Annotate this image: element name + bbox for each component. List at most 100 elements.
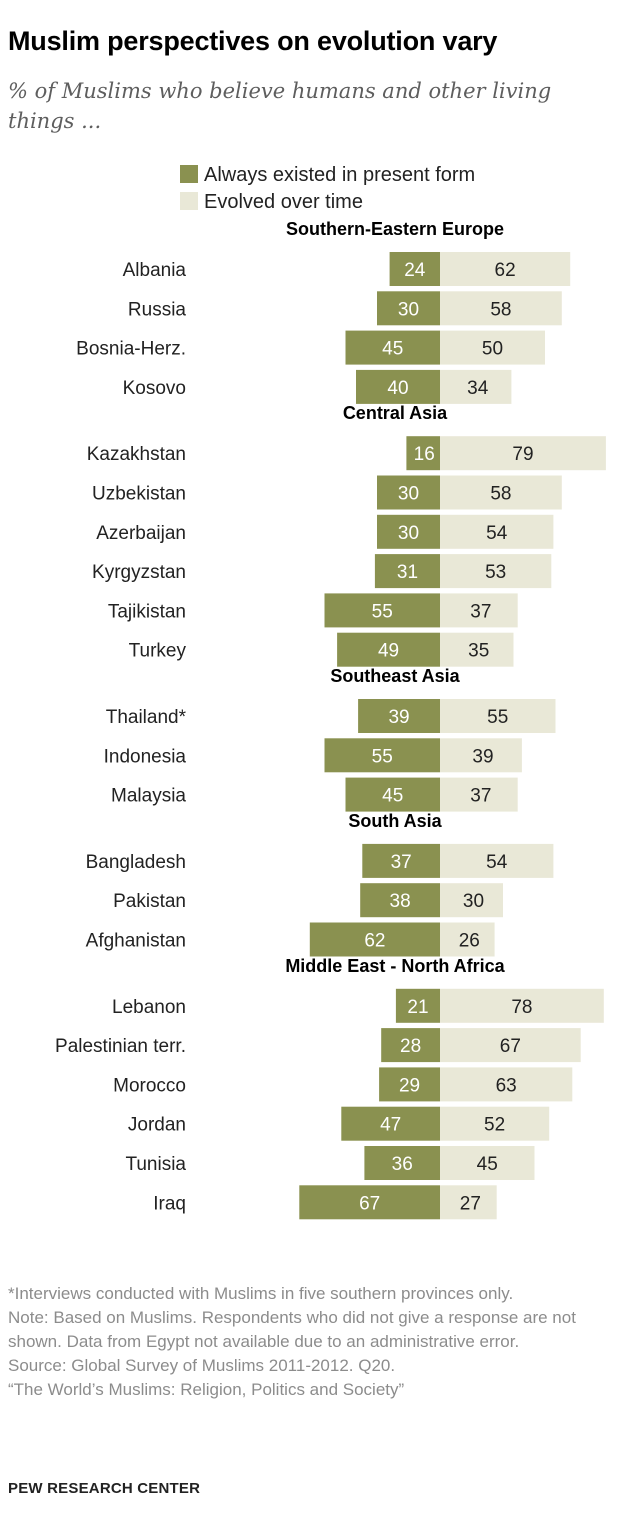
- value-label-evolved: 37: [470, 786, 491, 807]
- value-label-evolved: 52: [484, 1115, 505, 1136]
- bar-evolved: [440, 843, 554, 878]
- bar-always-existed: [324, 738, 440, 773]
- bar-always-existed: [374, 554, 440, 589]
- group-header: Southeast Asia: [330, 666, 460, 686]
- bar-evolved: [440, 883, 503, 918]
- value-label-always: 16: [414, 444, 435, 465]
- chart-title: Muslim perspectives on evolution vary: [8, 26, 498, 56]
- footnote: *Interviews conducted with Muslims in fi…: [8, 1284, 514, 1303]
- bar-always-existed: [377, 291, 440, 326]
- value-label-always: 45: [382, 786, 403, 807]
- value-label-evolved: 58: [490, 484, 511, 505]
- bar-evolved: [440, 777, 518, 812]
- value-label-always: 37: [391, 852, 412, 873]
- value-label-always: 30: [398, 299, 419, 320]
- group-header: Middle East - North Africa: [285, 956, 505, 976]
- legend-swatch-always: [180, 165, 198, 183]
- country-label: Tunisia: [125, 1154, 186, 1175]
- chart-subtitle: % of Muslims who believe humans and othe…: [8, 79, 552, 133]
- bar-evolved: [440, 436, 606, 471]
- bar-always-existed: [337, 632, 440, 667]
- bar-always-existed: [364, 1146, 440, 1180]
- value-label-evolved: 67: [500, 1036, 521, 1057]
- group-header: Southern-Eastern Europe: [286, 219, 504, 239]
- value-label-evolved: 39: [472, 746, 493, 767]
- bar-evolved: [440, 1028, 581, 1063]
- bar-evolved: [440, 475, 562, 510]
- value-label-always: 55: [372, 601, 393, 622]
- value-label-evolved: 79: [512, 444, 533, 465]
- value-label-evolved: 26: [459, 931, 480, 952]
- country-label: Bosnia-Herz.: [76, 339, 186, 360]
- country-label: Russia: [128, 299, 187, 320]
- value-label-always: 30: [398, 523, 419, 544]
- value-label-always: 21: [407, 997, 428, 1018]
- bar-evolved: [440, 252, 571, 286]
- note: Note: Based on Muslims. Respondents who …: [8, 1308, 576, 1351]
- value-label-evolved: 55: [487, 707, 508, 728]
- country-label: Kyrgyzstan: [92, 562, 186, 583]
- bar-always-existed: [362, 843, 440, 878]
- bar-always-existed: [395, 988, 440, 1023]
- country-label: Thailand*: [106, 707, 187, 728]
- country-label: Palestinian terr.: [55, 1036, 186, 1057]
- country-label: Uzbekistan: [92, 484, 186, 505]
- legend-label-always: Always existed in present form: [204, 164, 475, 186]
- bar-always-existed: [356, 369, 440, 404]
- value-label-always: 39: [388, 707, 409, 728]
- bar-always-existed: [377, 475, 440, 510]
- value-label-evolved: 62: [495, 260, 516, 281]
- value-label-evolved: 54: [486, 852, 508, 873]
- bar-always-existed: [345, 777, 440, 812]
- country-label: Turkey: [129, 641, 187, 662]
- value-label-evolved: 54: [486, 523, 508, 544]
- bar-evolved: [440, 1185, 497, 1220]
- value-label-always: 55: [372, 746, 393, 767]
- bar-always-existed: [309, 922, 440, 957]
- value-label-evolved: 35: [468, 641, 489, 662]
- report-title: “The World’s Muslims: Religion, Politics…: [8, 1380, 405, 1399]
- value-label-always: 36: [392, 1154, 413, 1175]
- value-label-evolved: 50: [482, 339, 503, 360]
- country-label: Malaysia: [111, 786, 186, 807]
- source: Source: Global Survey of Muslims 2011-20…: [8, 1356, 396, 1375]
- country-label: Afghanistan: [86, 931, 186, 952]
- bar-evolved: [440, 632, 514, 667]
- group-header: South Asia: [348, 811, 442, 831]
- bar-evolved: [440, 988, 604, 1023]
- value-label-evolved: 58: [490, 299, 511, 320]
- bar-always-existed: [360, 883, 440, 918]
- value-label-always: 49: [378, 641, 399, 662]
- country-label: Morocco: [113, 1075, 186, 1096]
- country-label: Iraq: [153, 1193, 186, 1214]
- legend-label-evolved: Evolved over time: [204, 191, 363, 213]
- value-label-evolved: 78: [511, 997, 532, 1018]
- country-label: Bangladesh: [86, 852, 186, 873]
- country-label: Kosovo: [123, 378, 186, 399]
- value-label-always: 38: [390, 891, 411, 912]
- bar-evolved: [440, 1106, 550, 1141]
- bar-always-existed: [358, 699, 440, 733]
- bar-always-existed: [381, 1028, 440, 1063]
- group-header: Central Asia: [343, 403, 448, 423]
- bar-evolved: [440, 1067, 573, 1102]
- value-label-always: 47: [380, 1115, 401, 1136]
- country-label: Indonesia: [104, 746, 187, 767]
- chart-footer: *Interviews conducted with Muslims in fi…: [8, 1282, 616, 1402]
- bar-evolved: [440, 1146, 535, 1180]
- value-label-always: 24: [404, 260, 426, 281]
- bar-evolved: [440, 738, 522, 773]
- value-label-always: 45: [382, 339, 403, 360]
- country-label: Kazakhstan: [87, 444, 186, 465]
- brand-logo-text: PEW RESEARCH CENTER: [8, 1480, 201, 1497]
- value-label-evolved: 53: [485, 562, 506, 583]
- value-label-evolved: 37: [470, 601, 491, 622]
- bar-always-existed: [341, 1106, 440, 1141]
- diverging-bar-chart: Always existed in present form Evolved ov…: [55, 164, 606, 1220]
- country-label: Albania: [123, 260, 187, 281]
- value-label-evolved: 34: [467, 378, 489, 399]
- value-label-always: 31: [397, 562, 418, 583]
- country-label: Lebanon: [112, 997, 186, 1018]
- bar-always-existed: [299, 1185, 440, 1220]
- value-label-always: 30: [398, 484, 419, 505]
